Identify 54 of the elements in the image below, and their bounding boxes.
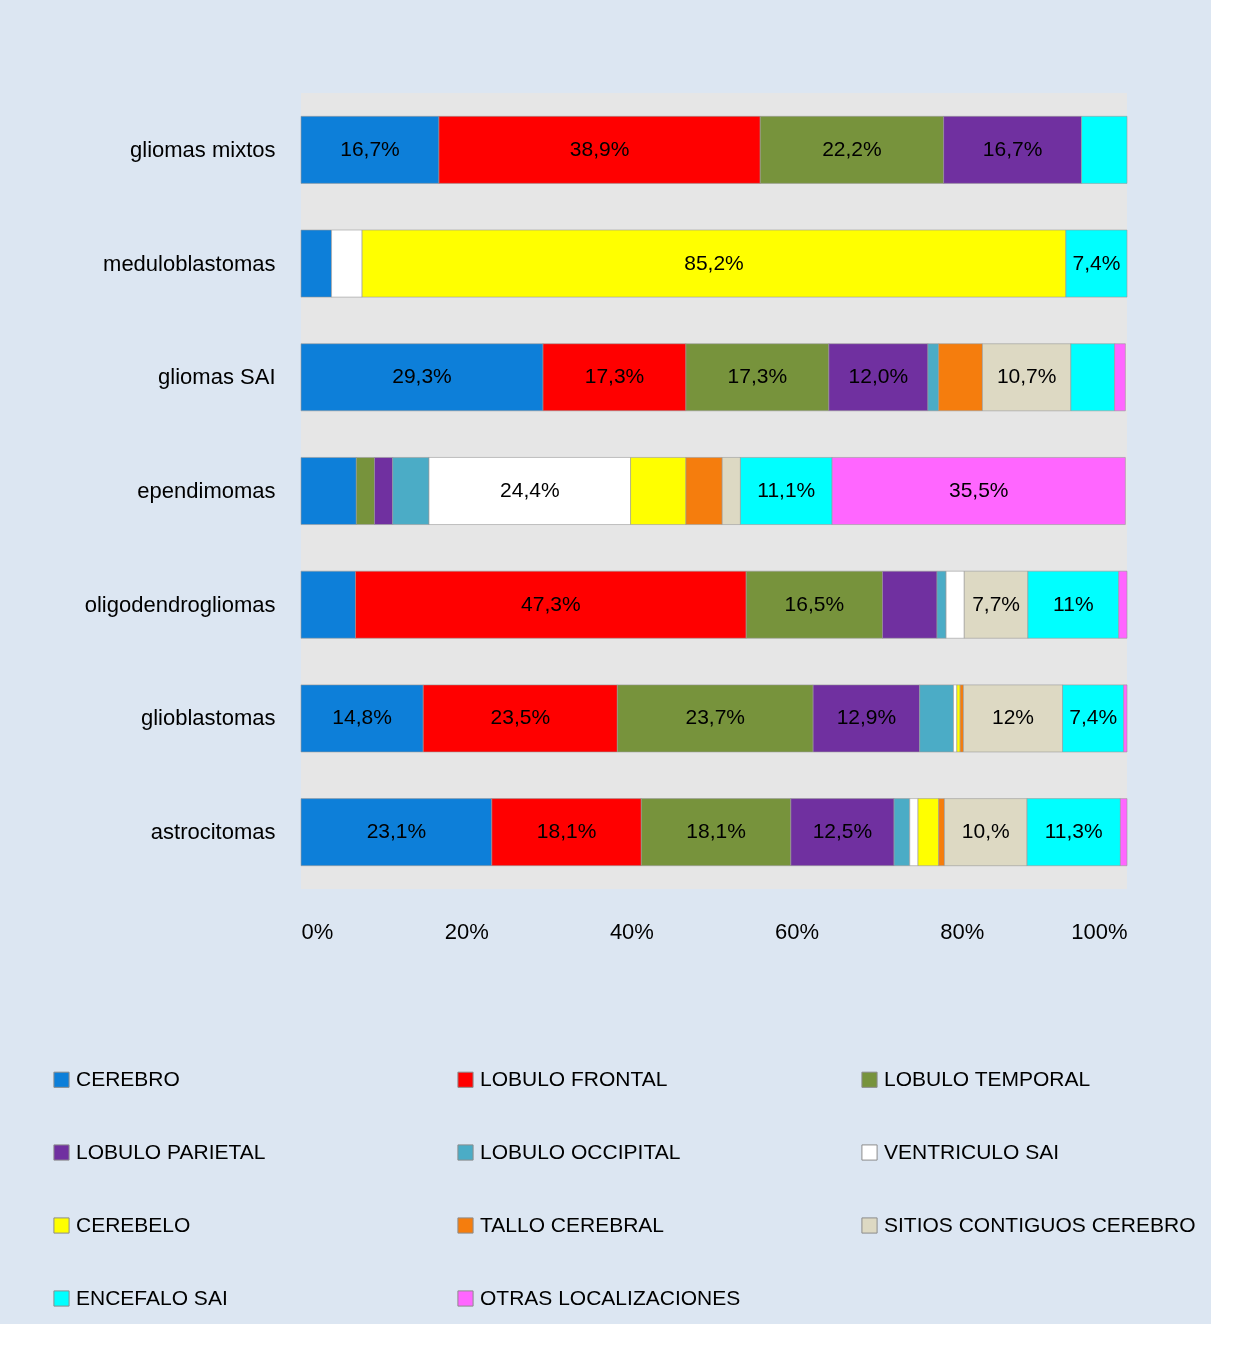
data-label: 47,3% xyxy=(521,591,581,615)
data-label: 35,5% xyxy=(948,478,1009,501)
y-tick-label: gliomas mixtos xyxy=(130,136,276,162)
data-label: 16,7% xyxy=(340,136,400,160)
data-label: 7,7% xyxy=(972,591,1021,615)
x-tick-label: 60% xyxy=(775,918,820,944)
data-label: 24,4% xyxy=(500,478,560,501)
x-tick-label: 40% xyxy=(609,918,654,944)
y-tick-label: gliomas SAI xyxy=(158,364,276,390)
data-label: 11,1% xyxy=(757,478,816,501)
y-tick-label: ependimomas xyxy=(137,478,276,503)
legend-label: CEREBRO xyxy=(76,1066,180,1090)
data-label: 11% xyxy=(1053,591,1094,615)
data-label: 16,7% xyxy=(982,136,1043,160)
data-label: 10,7% xyxy=(996,364,1057,388)
y-tick-label: meduloblastomas xyxy=(103,250,276,276)
legend-label: TALLO CEREBRAL xyxy=(480,1212,665,1236)
y-tick-label: glioblastomas xyxy=(140,705,276,731)
data-label: 23,1% xyxy=(366,819,427,843)
legend-label: LOBULO FRONTAL xyxy=(480,1066,668,1090)
data-label: 7,4% xyxy=(1072,250,1121,274)
data-label: 16,5% xyxy=(784,591,845,615)
data-label: 7,4% xyxy=(1069,705,1118,729)
legend-label: SITIOS CONTIGUOS CEREBRO xyxy=(884,1212,1196,1236)
data-label: 12% xyxy=(992,705,1035,729)
data-label: 18,1% xyxy=(686,819,746,843)
data-label: 12,0% xyxy=(848,364,909,388)
x-tick-label: 100% xyxy=(1071,918,1128,944)
legend-label: VENTRICULO SAI xyxy=(884,1139,1060,1163)
legend-label: LOBULO PARIETAL xyxy=(76,1139,266,1163)
data-label: 11,3% xyxy=(1044,819,1103,843)
data-label: 18,1% xyxy=(536,819,597,843)
data-label: 12,5% xyxy=(812,819,873,843)
x-tick-label: 80% xyxy=(940,918,985,944)
x-tick-label: 20% xyxy=(444,918,489,944)
y-tick-label: oligodendrogliomas xyxy=(84,591,276,617)
x-tick-label: 0% xyxy=(301,918,334,944)
data-label: 17,3% xyxy=(727,364,788,388)
data-label: 29,3% xyxy=(392,364,452,388)
data-label: 23,5% xyxy=(490,705,551,729)
data-label: 38,9% xyxy=(569,136,630,160)
data-label: 23,7% xyxy=(685,705,746,729)
legend-label: LOBULO OCCIPITAL xyxy=(480,1139,681,1163)
data-label: 17,3% xyxy=(584,364,645,388)
legend-label: CEREBELO xyxy=(76,1212,191,1236)
data-label: 14,8% xyxy=(332,705,392,729)
data-label: 10,% xyxy=(961,819,1010,843)
legend-label: ENCEFALO SAI xyxy=(76,1285,228,1309)
data-label: 22,2% xyxy=(822,136,882,160)
data-label: 85,2% xyxy=(684,250,744,274)
y-tick-label: astrocitomas xyxy=(150,819,276,845)
data-label: 12,9% xyxy=(836,705,897,729)
legend-label: LOBULO TEMPORAL xyxy=(884,1066,1091,1090)
legend-label: OTRAS LOCALIZACIONES xyxy=(480,1285,741,1309)
